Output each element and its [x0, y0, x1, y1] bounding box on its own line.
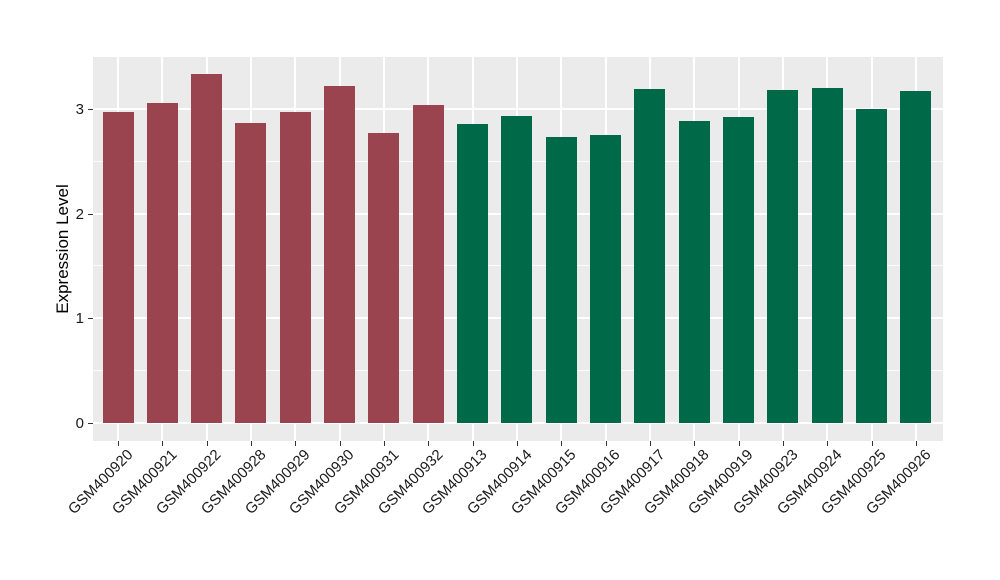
bar-gsm400916 — [590, 135, 622, 423]
x-tick-mark — [738, 441, 740, 446]
bar-gsm400914 — [501, 116, 533, 423]
x-tick-mark — [383, 441, 385, 446]
bar-gsm400923 — [767, 90, 799, 423]
y-tick-mark — [88, 108, 93, 110]
x-tick-mark — [162, 441, 164, 446]
plot-panel — [93, 57, 943, 441]
bar-gsm400915 — [545, 137, 577, 423]
x-tick-mark — [516, 441, 518, 446]
x-tick-mark — [694, 441, 696, 446]
bar-gsm400922 — [191, 74, 223, 423]
x-tick-mark — [428, 441, 430, 446]
bar-gsm400917 — [634, 89, 666, 423]
y-tick-label: 0 — [75, 415, 84, 432]
x-tick-mark — [782, 441, 784, 446]
bar-gsm400924 — [811, 87, 843, 423]
x-tick-mark — [561, 441, 563, 446]
x-tick-mark — [827, 441, 829, 446]
major-gridline-y — [93, 107, 943, 110]
bar-gsm400931 — [368, 132, 400, 423]
y-tick-label: 1 — [75, 310, 84, 328]
bar-gsm400919 — [723, 117, 755, 423]
y-axis-title: Expression Level — [53, 184, 72, 314]
y-tick-mark — [88, 318, 93, 320]
bar-gsm400921 — [146, 102, 178, 423]
y-tick-mark — [88, 213, 93, 215]
bar-gsm400928 — [235, 122, 267, 423]
major-gridline-y — [93, 422, 943, 424]
x-tick-mark — [605, 441, 607, 446]
x-tick-mark — [915, 441, 917, 446]
x-tick-mark — [649, 441, 651, 446]
bar-gsm400926 — [900, 91, 932, 423]
y-tick-label: 2 — [75, 205, 84, 223]
x-tick-mark — [295, 441, 297, 446]
bar-gsm400929 — [279, 112, 311, 423]
x-tick-mark — [871, 441, 873, 446]
bar-gsm400920 — [102, 112, 134, 423]
bar-gsm400918 — [678, 121, 710, 423]
x-tick-mark — [472, 441, 474, 446]
bar-gsm400925 — [856, 108, 888, 423]
bar-gsm400932 — [412, 104, 444, 423]
y-tick-mark — [88, 423, 93, 424]
x-tick-mark — [339, 441, 341, 446]
y-tick-label: 3 — [75, 100, 84, 118]
x-tick-mark — [206, 441, 208, 446]
bar-gsm400913 — [457, 123, 489, 423]
bar-gsm400930 — [324, 85, 356, 423]
x-tick-mark — [250, 441, 252, 446]
x-tick-mark — [118, 441, 119, 446]
